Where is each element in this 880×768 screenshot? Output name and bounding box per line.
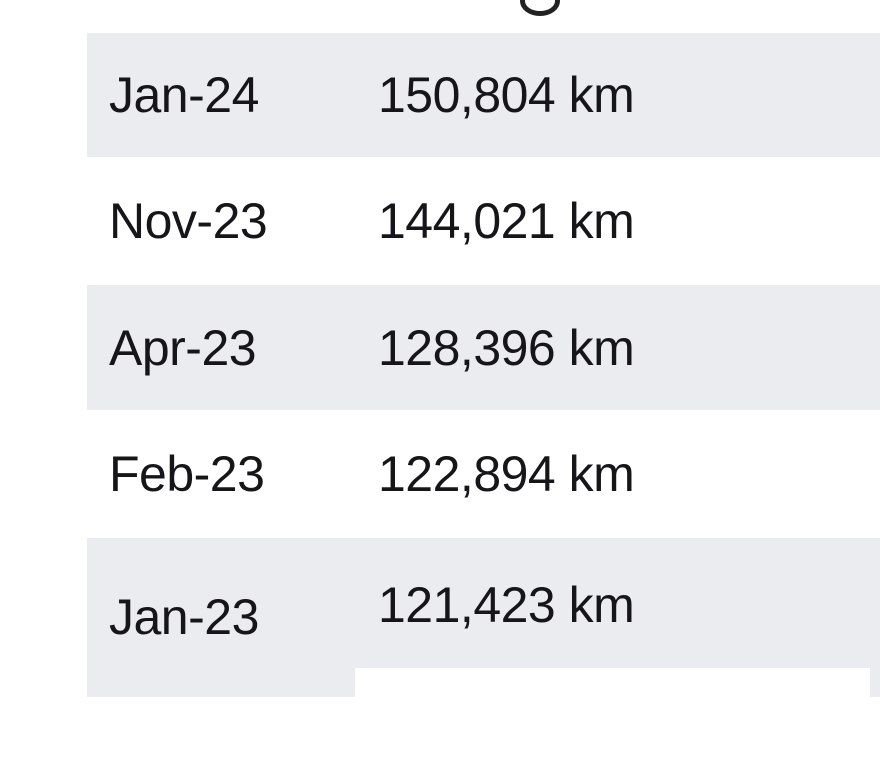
distance-cell: 144,021 km: [378, 193, 635, 249]
table-row: Nov-23 144,021 km: [87, 157, 880, 285]
distance-cell: 128,396 km: [378, 319, 635, 376]
distance-cell: 121,423 km: [378, 577, 635, 633]
table-row: Feb-23 122,894 km: [87, 410, 880, 538]
table-row: Jan-24 150,804 km: [87, 33, 880, 157]
date-cell: Jan-23: [109, 589, 259, 645]
distance-cell: 150,804 km: [378, 67, 635, 123]
cell-overlay: [355, 668, 870, 697]
cropped-heading-glyph: [520, 0, 560, 16]
date-cell: Apr-23: [109, 319, 257, 376]
table-row: Jan-23 121,423 km: [87, 538, 880, 697]
date-cell: Feb-23: [109, 446, 265, 502]
distance-cell: 122,894 km: [378, 446, 635, 502]
table-row: Apr-23 128,396 km: [87, 285, 880, 410]
date-cell: Nov-23: [109, 193, 268, 249]
date-cell: Jan-24: [109, 67, 259, 123]
mileage-table: Jan-24 150,804 km Nov-23 144,021 km Apr-…: [87, 33, 880, 697]
